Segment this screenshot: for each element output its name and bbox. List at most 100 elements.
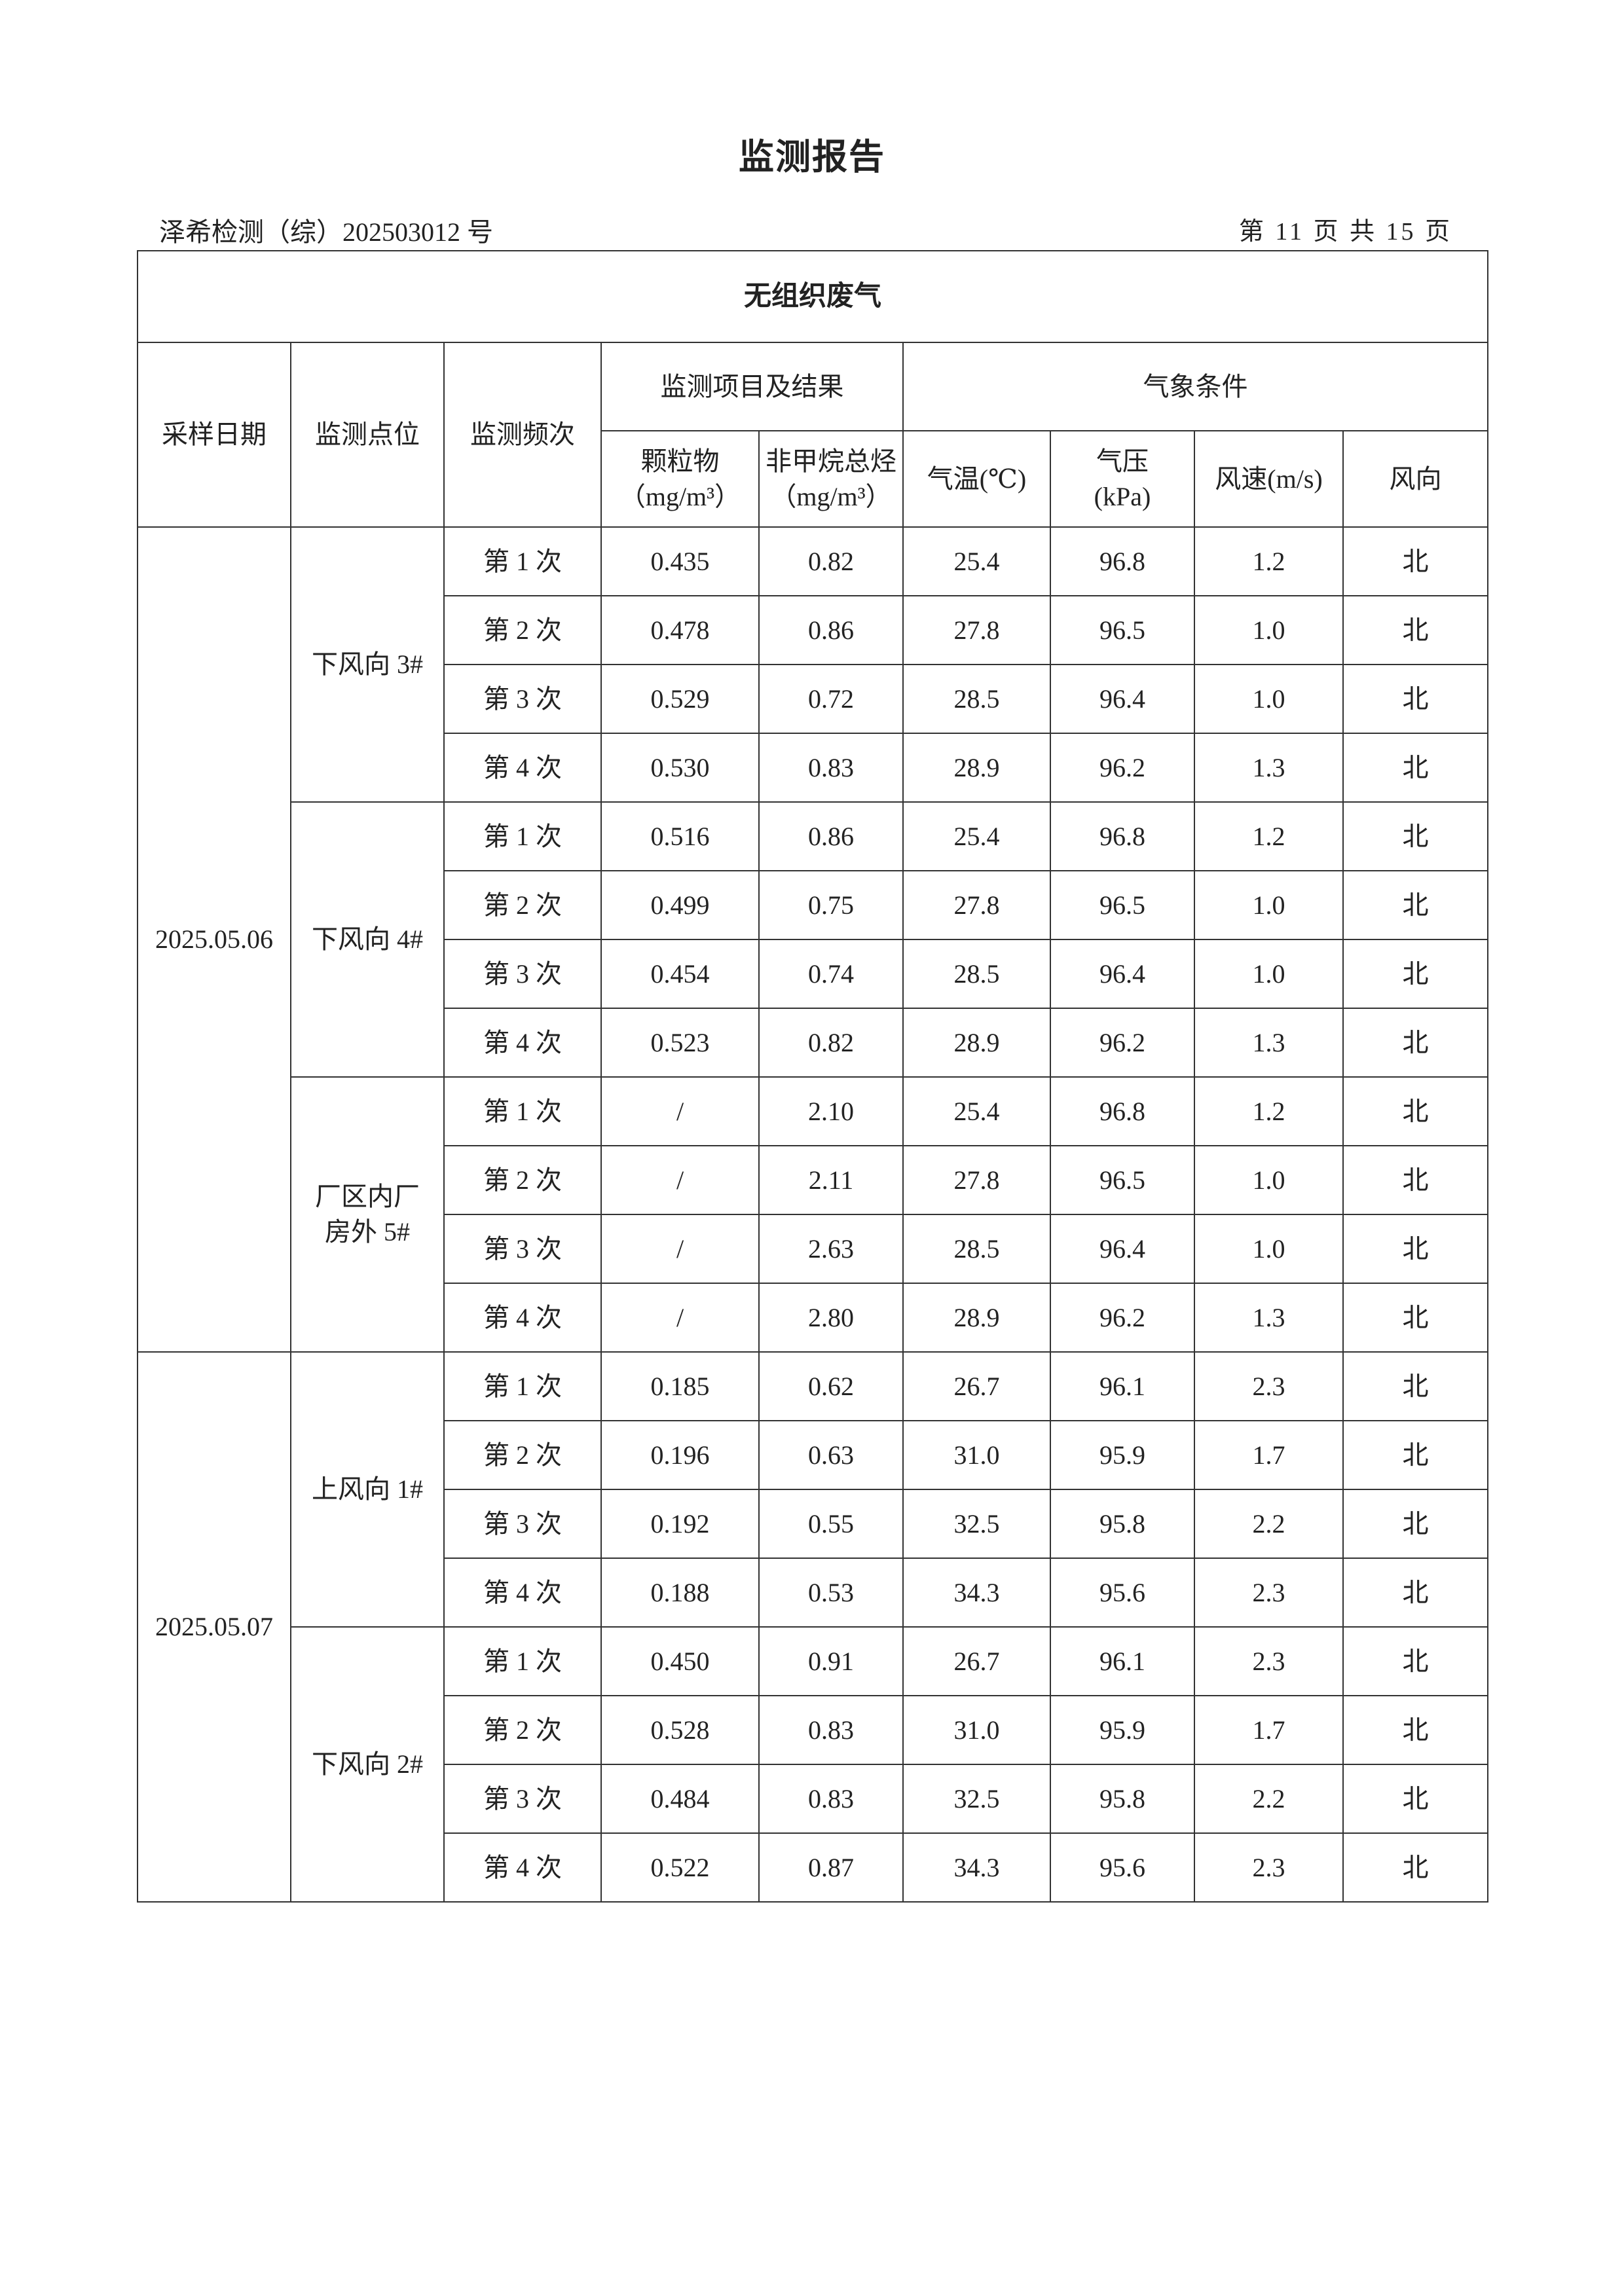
- monitoring-point: 下风向 3#: [290, 526, 445, 803]
- pm-cell: 0.499: [600, 870, 760, 940]
- nmhc-cell: 0.72: [758, 664, 904, 734]
- table-row: 第 4 次 0.523 0.82 28.9 96.2 1.3 北: [138, 1008, 1489, 1078]
- wind-direction-cell: 北: [1342, 1832, 1489, 1903]
- table-row: 下风向 2# 第 1 次 0.450 0.91 26.7 96.1 2.3 北: [138, 1626, 1489, 1903]
- temperature-cell: 34.3: [902, 1558, 1051, 1628]
- temperature-cell: 27.8: [902, 1145, 1051, 1215]
- monitoring-point: 上风向 1#: [290, 1351, 445, 1628]
- header-nmhc: 非甲烷总烃 （mg/m³）: [758, 430, 904, 528]
- pressure-label: 气压: [1096, 446, 1149, 476]
- pm-cell: 0.454: [600, 939, 760, 1009]
- report-number: 泽希检测（综）202503012 号: [159, 217, 493, 247]
- pm-unit: （mg/m³）: [619, 481, 741, 511]
- pressure-cell: 96.5: [1050, 1145, 1195, 1215]
- wind-speed-cell: 2.2: [1194, 1764, 1344, 1834]
- wind-speed-cell: 1.7: [1194, 1420, 1344, 1490]
- header-wind-dir: 风向: [1342, 430, 1489, 528]
- results-table: 无组织废气 采样日期 监测点位 监测频次 监测项目及结果 气象条件 颗粒物 （mg…: [136, 250, 1489, 1903]
- page-number: 第 11 页 共 15 页: [1238, 218, 1452, 246]
- pm-cell: 0.484: [600, 1764, 760, 1834]
- pressure-cell: 96.1: [1050, 1626, 1195, 1696]
- table-row: 第 2 次 0.528 0.83 31.0 95.9 1.7 北: [138, 1695, 1489, 1765]
- table-row: 2025.05.06 下风向 3# 第 1 次 0.435 0.82 25.4 96.8 1.…: [137, 526, 1489, 1353]
- pm-cell: 0.523: [600, 1008, 760, 1078]
- pressure-cell: 95.8: [1050, 1764, 1195, 1834]
- frequency-cell: 第 3 次: [443, 1489, 602, 1559]
- frequency-cell: 第 1 次: [443, 1351, 602, 1421]
- page-title: 监测报告: [739, 137, 885, 177]
- table-row: 下风向 4# 第 1 次 0.516 0.86 25.4 96.8 1.2 北: [138, 801, 1489, 1078]
- wind-speed-cell: 2.3: [1194, 1626, 1344, 1696]
- nmhc-cell: 2.80: [758, 1283, 904, 1353]
- wind-speed-cell: 1.0: [1194, 664, 1344, 734]
- temperature-cell: 31.0: [902, 1420, 1051, 1490]
- wind-direction-cell: 北: [1342, 526, 1489, 596]
- pressure-cell: 96.4: [1050, 664, 1195, 734]
- wind-speed-cell: 1.0: [1194, 939, 1344, 1009]
- section-title: 无组织废气: [136, 250, 1489, 343]
- wind-direction-cell: 北: [1342, 1076, 1489, 1146]
- header-wind-speed: 风速(m/s): [1194, 430, 1344, 528]
- wind-speed-cell: 1.0: [1194, 1145, 1344, 1215]
- wind-speed-cell: 1.3: [1194, 1008, 1344, 1078]
- wind-speed-cell: 1.3: [1194, 1283, 1344, 1353]
- temperature-cell: 28.5: [902, 1214, 1051, 1284]
- pressure-cell: 96.8: [1050, 801, 1195, 871]
- temperature-cell: 27.8: [902, 870, 1051, 940]
- wind-speed-cell: 1.0: [1194, 870, 1344, 940]
- temperature-cell: 28.9: [902, 1283, 1051, 1353]
- temperature-cell: 25.4: [902, 801, 1051, 871]
- table-row: 第 3 次 0.454 0.74 28.5 96.4 1.0 北: [138, 939, 1489, 1009]
- table-row: 厂区内厂房外 5# 第 1 次/2.10 25.4 96.8 1.2 北: [138, 1076, 1489, 1353]
- table-row: 第 2 次/2.11 27.8 96.5 1.0 北: [138, 1145, 1489, 1215]
- header-frequency: 监测频次: [443, 342, 602, 528]
- frequency-cell: 第 1 次: [443, 1626, 602, 1696]
- pm-cell: /: [600, 1214, 760, 1284]
- wind-direction-cell: 北: [1342, 1145, 1489, 1215]
- wind-direction-cell: 北: [1342, 870, 1489, 940]
- wind-speed-cell: 2.2: [1194, 1489, 1344, 1559]
- header-temp: 气温(℃): [902, 430, 1051, 528]
- wind-direction-cell: 北: [1342, 1283, 1489, 1353]
- wind-speed-cell: 1.2: [1194, 801, 1344, 871]
- table-row: 第 4 次 0.530 0.83 28.9 96.2 1.3 北: [138, 733, 1489, 803]
- frequency-cell: 第 3 次: [443, 939, 602, 1009]
- wind-speed-cell: 1.0: [1194, 595, 1344, 665]
- wind-direction-cell: 北: [1342, 1695, 1489, 1765]
- wind-speed-cell: 1.2: [1194, 526, 1344, 596]
- nmhc-cell: 0.74: [758, 939, 904, 1009]
- pressure-cell: 96.2: [1050, 1008, 1195, 1078]
- pm-cell: 0.530: [600, 733, 760, 803]
- pressure-cell: 96.4: [1050, 1214, 1195, 1284]
- temperature-cell: 28.5: [902, 664, 1051, 734]
- temperature-cell: 25.4: [902, 1076, 1051, 1146]
- monitoring-point: 厂区内厂房外 5#: [290, 1076, 445, 1353]
- nmhc-cell: 0.87: [758, 1832, 904, 1903]
- table-row: 第 3 次/2.63 28.5 96.4 1.0 北: [138, 1214, 1489, 1284]
- pressure-cell: 96.5: [1050, 595, 1195, 665]
- header-pressure: 气压 (kPa): [1050, 430, 1195, 528]
- nmhc-cell: 2.63: [758, 1214, 904, 1284]
- nmhc-cell: 0.53: [758, 1558, 904, 1628]
- nmhc-cell: 0.62: [758, 1351, 904, 1421]
- wind-speed-cell: 2.3: [1194, 1558, 1344, 1628]
- frequency-cell: 第 4 次: [443, 1832, 602, 1903]
- frequency-cell: 第 1 次: [443, 801, 602, 871]
- pressure-cell: 95.6: [1050, 1832, 1195, 1903]
- pressure-cell: 95.9: [1050, 1420, 1195, 1490]
- pressure-cell: 96.8: [1050, 526, 1195, 596]
- wind-speed-cell: 1.2: [1194, 1076, 1344, 1146]
- frequency-cell: 第 4 次: [443, 1283, 602, 1353]
- nmhc-cell: 0.75: [758, 870, 904, 940]
- table-row: 第 3 次 0.192 0.55 32.5 95.8 2.2 北: [138, 1489, 1489, 1559]
- nmhc-cell: 0.91: [758, 1626, 904, 1696]
- header-weather-group: 气象条件: [902, 342, 1489, 431]
- wind-direction-cell: 北: [1342, 801, 1489, 871]
- table-row: 第 4 次 0.188 0.53 34.3 95.6 2.3 北: [138, 1558, 1489, 1628]
- pm-label: 颗粒物: [640, 446, 720, 476]
- frequency-cell: 第 2 次: [443, 1420, 602, 1490]
- table-row: 第 2 次 0.499 0.75 27.8 96.5 1.0 北: [138, 870, 1489, 940]
- wind-speed-cell: 1.0: [1194, 1214, 1344, 1284]
- table-row: 第 2 次 0.196 0.63 31.0 95.9 1.7 北: [138, 1420, 1489, 1490]
- nmhc-cell: 0.55: [758, 1489, 904, 1559]
